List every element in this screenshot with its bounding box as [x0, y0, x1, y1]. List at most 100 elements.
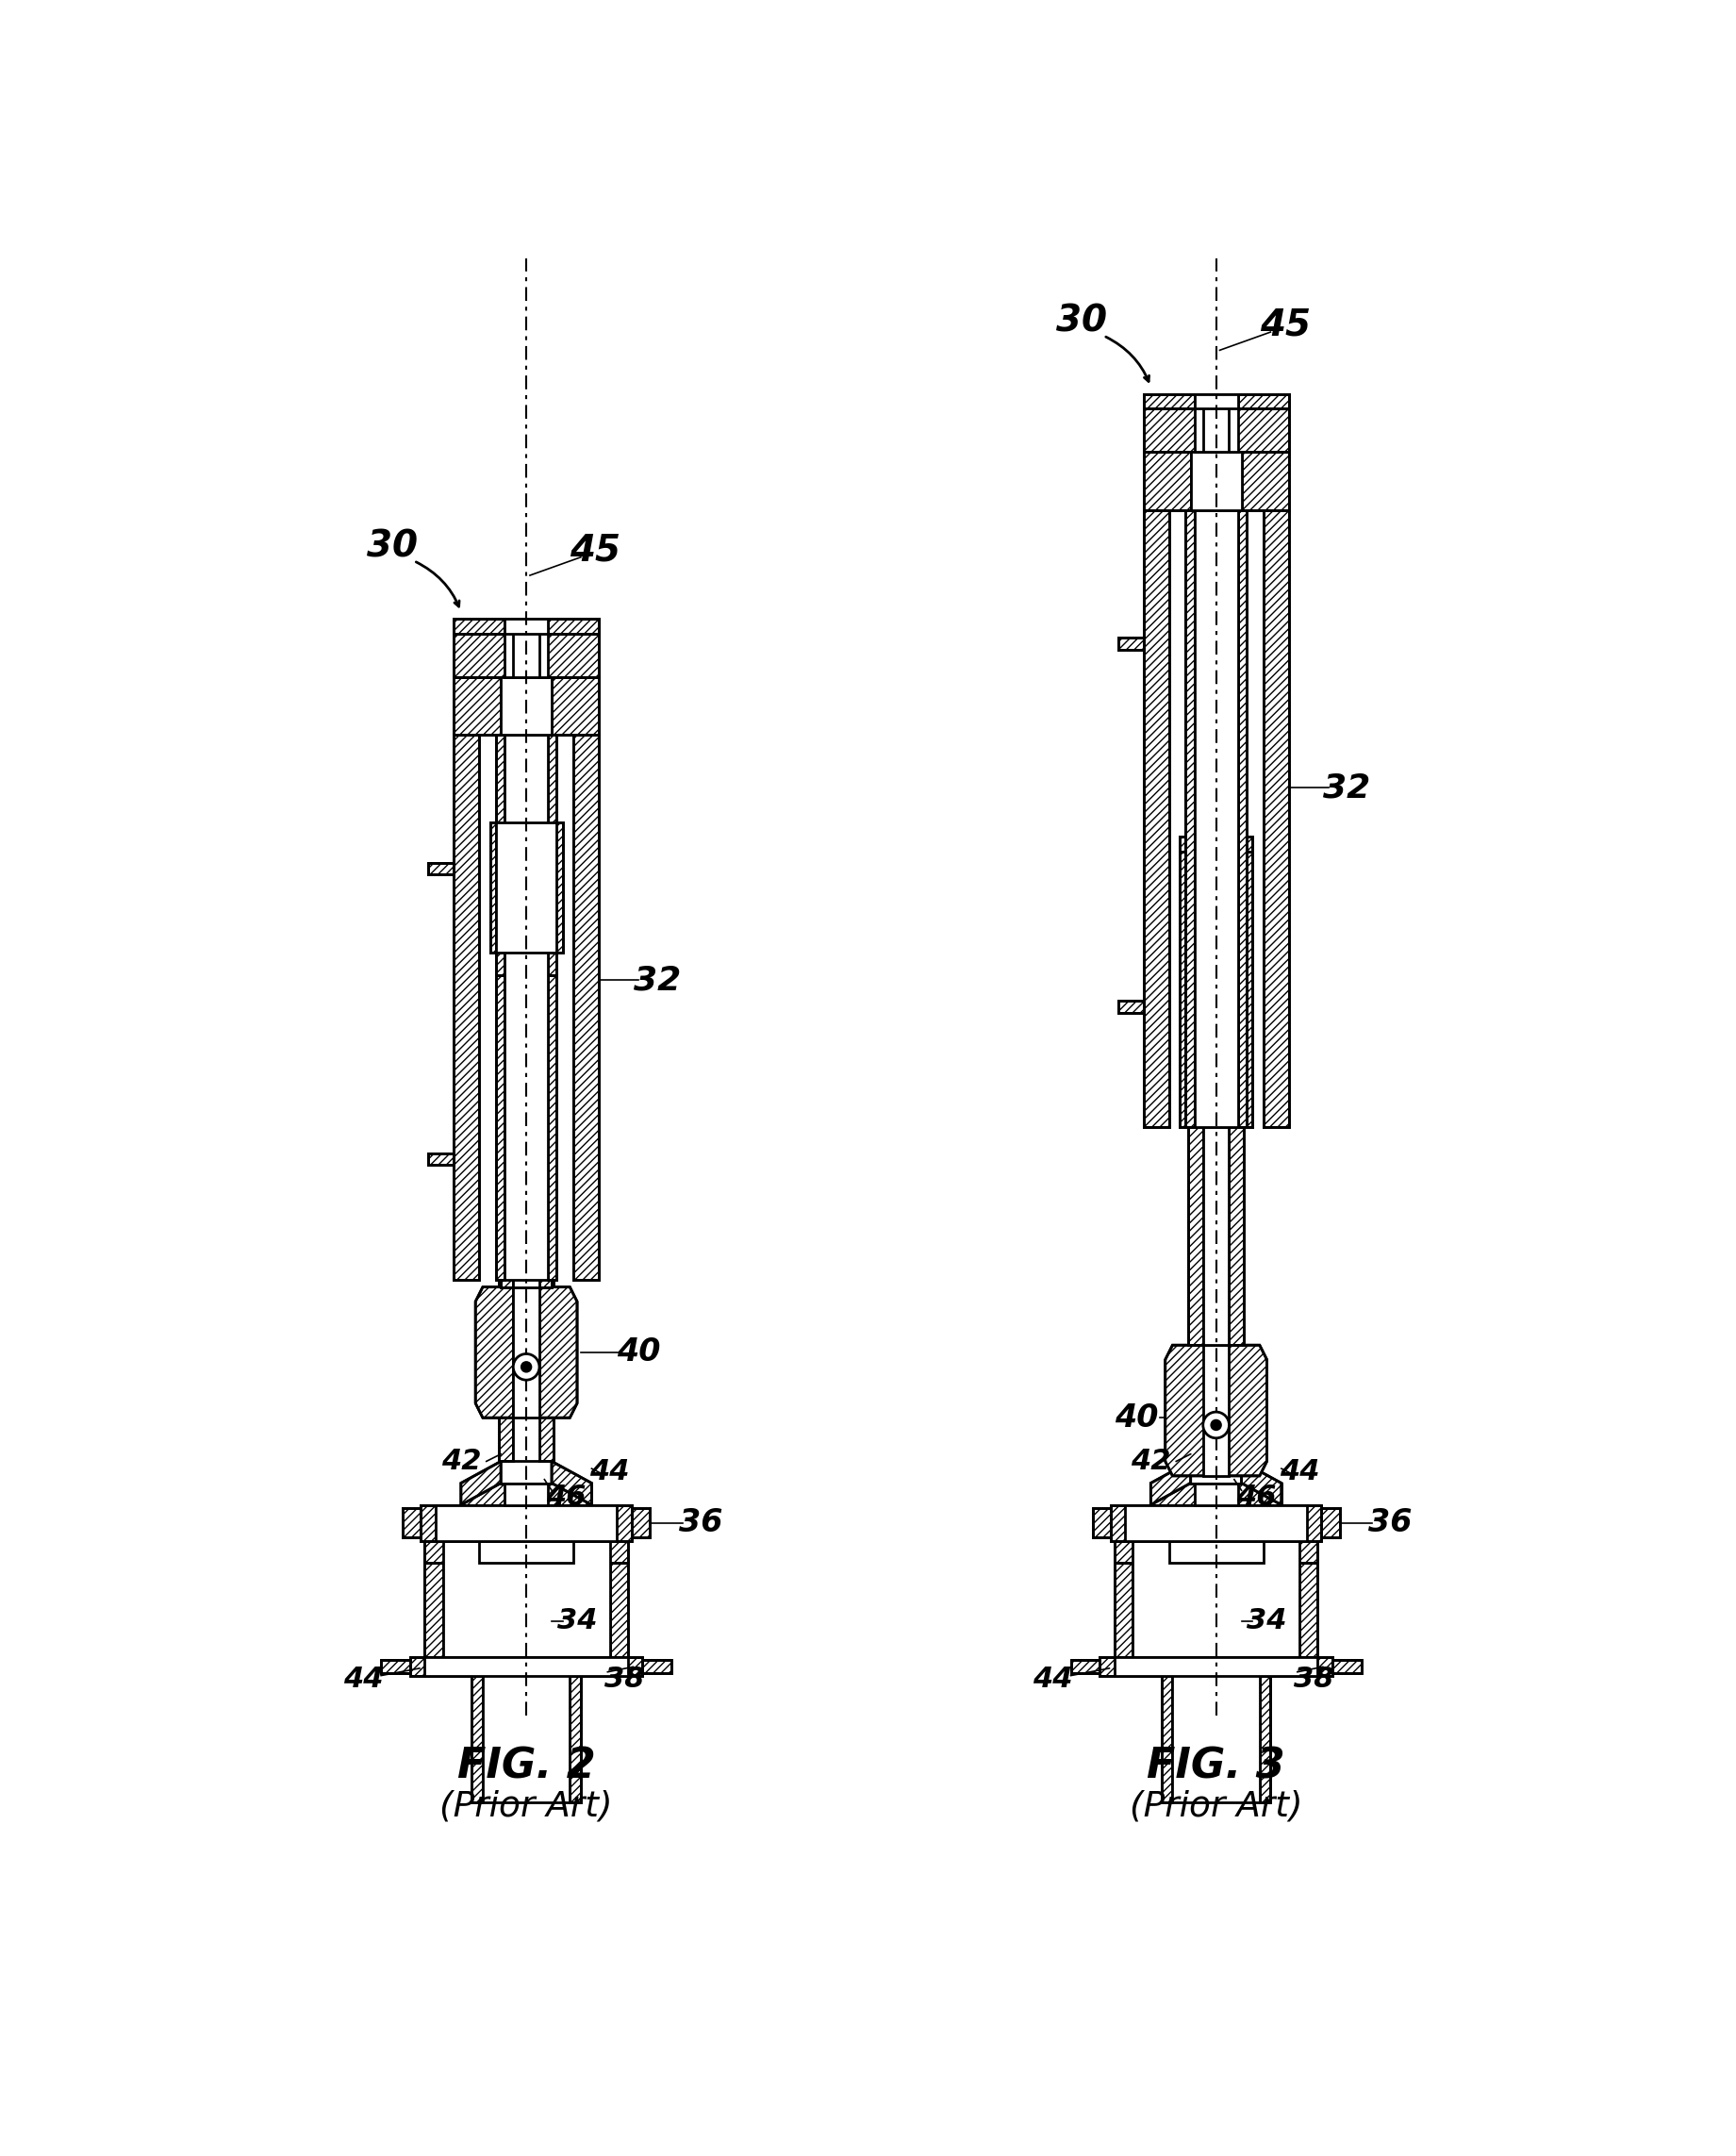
Text: 42: 42	[1130, 1447, 1170, 1475]
Bar	[549, 735, 557, 1281]
Text: 44: 44	[1279, 1460, 1319, 1485]
Text: 46: 46	[547, 1483, 587, 1511]
Bar	[410, 1658, 642, 1675]
Bar	[552, 677, 599, 735]
Bar	[453, 677, 502, 735]
Bar	[573, 735, 599, 1281]
Bar	[1180, 852, 1186, 1128]
Bar	[1229, 1128, 1243, 1345]
Bar	[453, 619, 599, 634]
Bar	[1132, 1542, 1300, 1658]
Bar	[1238, 511, 1246, 1128]
Bar	[609, 1542, 628, 1658]
Bar	[573, 735, 599, 1281]
Text: 40: 40	[1115, 1401, 1158, 1434]
Bar	[453, 735, 479, 1281]
Bar	[436, 1505, 616, 1542]
Bar	[1180, 837, 1186, 852]
Bar	[1321, 1509, 1340, 1537]
Bar	[462, 1483, 592, 1505]
Bar	[1180, 837, 1186, 852]
Bar	[425, 1542, 628, 1563]
Bar	[1180, 852, 1186, 1128]
Bar	[1189, 1128, 1203, 1345]
Bar	[1092, 1509, 1111, 1537]
Polygon shape	[1151, 1462, 1191, 1505]
Bar	[1203, 395, 1229, 453]
Bar	[472, 1658, 483, 1802]
Bar	[1144, 395, 1288, 407]
Text: 44: 44	[590, 1460, 630, 1485]
Bar	[569, 1658, 582, 1802]
Bar	[490, 821, 496, 953]
Bar	[549, 953, 557, 975]
Text: 36: 36	[679, 1507, 722, 1539]
Bar	[422, 1505, 632, 1542]
Bar	[1115, 1658, 1318, 1675]
Bar	[1125, 1505, 1307, 1542]
Text: FIG. 2: FIG. 2	[457, 1746, 595, 1787]
Bar	[472, 1658, 483, 1802]
Bar	[498, 1281, 514, 1462]
Bar	[505, 735, 549, 1281]
Bar	[425, 1542, 628, 1563]
Bar	[1246, 852, 1252, 1128]
Bar	[502, 1250, 552, 1287]
Bar	[514, 1281, 540, 1462]
Bar	[1111, 1505, 1321, 1542]
Text: 30: 30	[1055, 304, 1108, 338]
Bar	[1300, 1542, 1318, 1658]
Bar	[514, 619, 540, 677]
Text: 40: 40	[616, 1337, 661, 1367]
Text: 38: 38	[604, 1667, 644, 1692]
Bar	[498, 1281, 514, 1462]
Bar	[443, 1542, 609, 1658]
Bar	[1144, 395, 1288, 407]
Bar	[382, 1660, 410, 1673]
Bar	[1111, 1505, 1321, 1542]
Bar	[514, 1287, 540, 1419]
Polygon shape	[1241, 1462, 1281, 1505]
Polygon shape	[552, 1462, 592, 1505]
Bar	[1151, 1483, 1281, 1505]
Bar	[1241, 453, 1288, 511]
Bar	[1241, 453, 1288, 511]
Bar	[1151, 1483, 1281, 1505]
Text: (Prior Art): (Prior Art)	[1130, 1789, 1302, 1824]
Bar	[505, 619, 549, 634]
Circle shape	[514, 1354, 540, 1380]
Circle shape	[1203, 1412, 1229, 1438]
Bar	[1332, 1660, 1361, 1673]
Bar	[1101, 1658, 1332, 1675]
Bar	[496, 953, 505, 975]
Bar	[1264, 511, 1288, 1128]
Bar	[552, 677, 599, 735]
Bar	[422, 1505, 632, 1542]
Bar	[403, 1509, 422, 1537]
Bar	[1118, 1000, 1144, 1013]
Polygon shape	[462, 1462, 502, 1505]
Bar	[505, 619, 549, 677]
Text: 32: 32	[634, 964, 681, 996]
Bar	[429, 862, 453, 875]
Text: 36: 36	[1368, 1507, 1413, 1539]
Bar	[429, 1153, 453, 1164]
Bar	[1300, 1542, 1318, 1658]
Bar	[632, 1509, 649, 1537]
Text: 30: 30	[366, 528, 417, 565]
Bar	[557, 821, 562, 953]
Bar	[609, 1542, 628, 1658]
Bar	[1161, 1658, 1172, 1802]
Text: 38: 38	[1293, 1667, 1335, 1692]
Bar	[505, 1483, 549, 1505]
Bar	[1168, 1542, 1264, 1563]
Bar	[490, 821, 496, 953]
Bar	[1172, 1658, 1260, 1802]
Circle shape	[521, 1363, 531, 1371]
Bar	[496, 821, 557, 953]
Bar	[453, 619, 599, 677]
Bar	[1144, 395, 1288, 453]
Text: 45: 45	[1260, 306, 1311, 343]
Text: 34: 34	[557, 1608, 597, 1634]
Text: 34: 34	[1246, 1608, 1286, 1634]
